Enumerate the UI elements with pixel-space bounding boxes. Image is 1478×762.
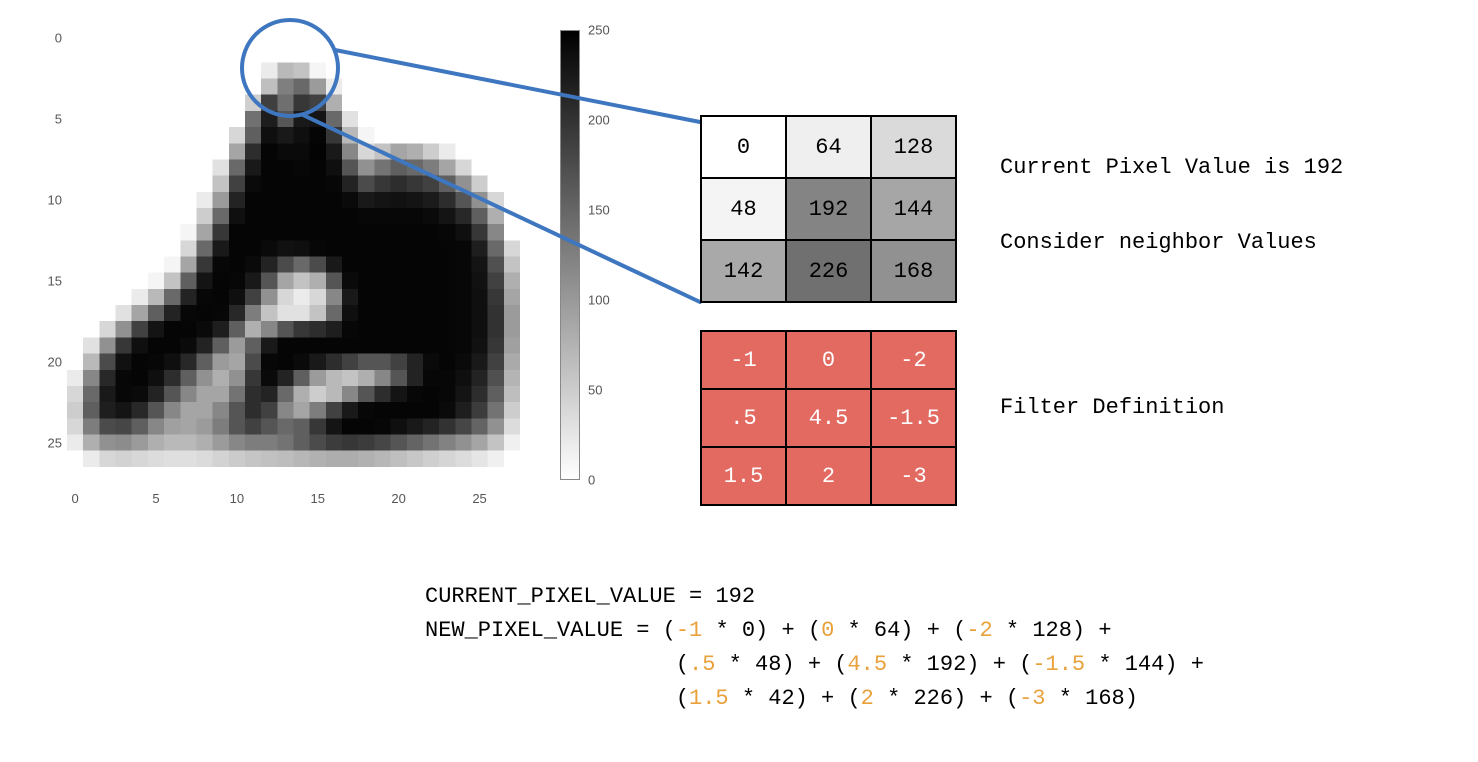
diagram-root: 0510152025 0510152025 050100150200250 06… [0,0,1478,762]
y-tick: 0 [32,31,62,46]
x-tick: 10 [230,491,244,506]
filter-cell: 2 [786,447,871,505]
filter-cell: 1.5 [701,447,786,505]
pixel-cell: 142 [701,240,786,302]
calc-line: (.5 * 48) + (4.5 * 192) + (-1.5 * 144) + [425,648,1204,682]
pixel-cell: 168 [871,240,956,302]
x-tick: 25 [472,491,486,506]
neighbor-text: Consider neighbor Values [1000,230,1317,255]
calc-line: NEW_PIXEL_VALUE = (-1 * 0) + (0 * 64) + … [425,614,1204,648]
x-tick: 15 [311,491,325,506]
filter-cell: 4.5 [786,389,871,447]
y-tick: 5 [32,111,62,126]
filter-def-text: Filter Definition [1000,395,1224,420]
pixel-cell: 192 [786,178,871,240]
colorbar-tick: 150 [588,203,610,218]
y-tick: 20 [32,354,62,369]
colorbar-tick: 50 [588,383,602,398]
y-axis: 0 5 10 15 20 25 [30,30,62,483]
y-tick: 25 [32,435,62,450]
filter-cell: -3 [871,447,956,505]
x-tick: 5 [152,491,159,506]
pixel-cell: 128 [871,116,956,178]
pixel-cell: 144 [871,178,956,240]
pixel-cell: 48 [701,178,786,240]
colorbar-gradient [560,30,580,480]
filter-cell: .5 [701,389,786,447]
colorbar: 050100150200250 [560,30,660,482]
current-pixel-text: Current Pixel Value is 192 [1000,155,1343,180]
pixel-cell: 0 [701,116,786,178]
colorbar-tick: 250 [588,23,610,38]
pixel-neighbor-grid: 064128 48192144 142226168 [700,115,957,303]
filter-cell: -2 [871,331,956,389]
filter-grid: -10-2 .54.5-1.5 1.52-3 [700,330,957,506]
colorbar-tick: 200 [588,113,610,128]
colorbar-tick: 0 [588,473,595,488]
pixel-cell: 64 [786,116,871,178]
x-axis: 0 5 10 15 20 25 [67,491,520,511]
pixel-cell: 226 [786,240,871,302]
x-tick: 0 [71,491,78,506]
calc-line-current: CURRENT_PIXEL_VALUE = 192 [425,580,1204,614]
highlight-circle [240,18,340,118]
y-tick: 15 [32,273,62,288]
filter-cell: 0 [786,331,871,389]
calculation-block: CURRENT_PIXEL_VALUE = 192NEW_PIXEL_VALUE… [425,580,1204,716]
filter-cell: -1 [701,331,786,389]
calc-line: (1.5 * 42) + (2 * 226) + (-3 * 168) [425,682,1204,716]
y-tick: 10 [32,192,62,207]
filter-cell: -1.5 [871,389,956,447]
colorbar-tick: 100 [588,293,610,308]
x-tick: 20 [391,491,405,506]
